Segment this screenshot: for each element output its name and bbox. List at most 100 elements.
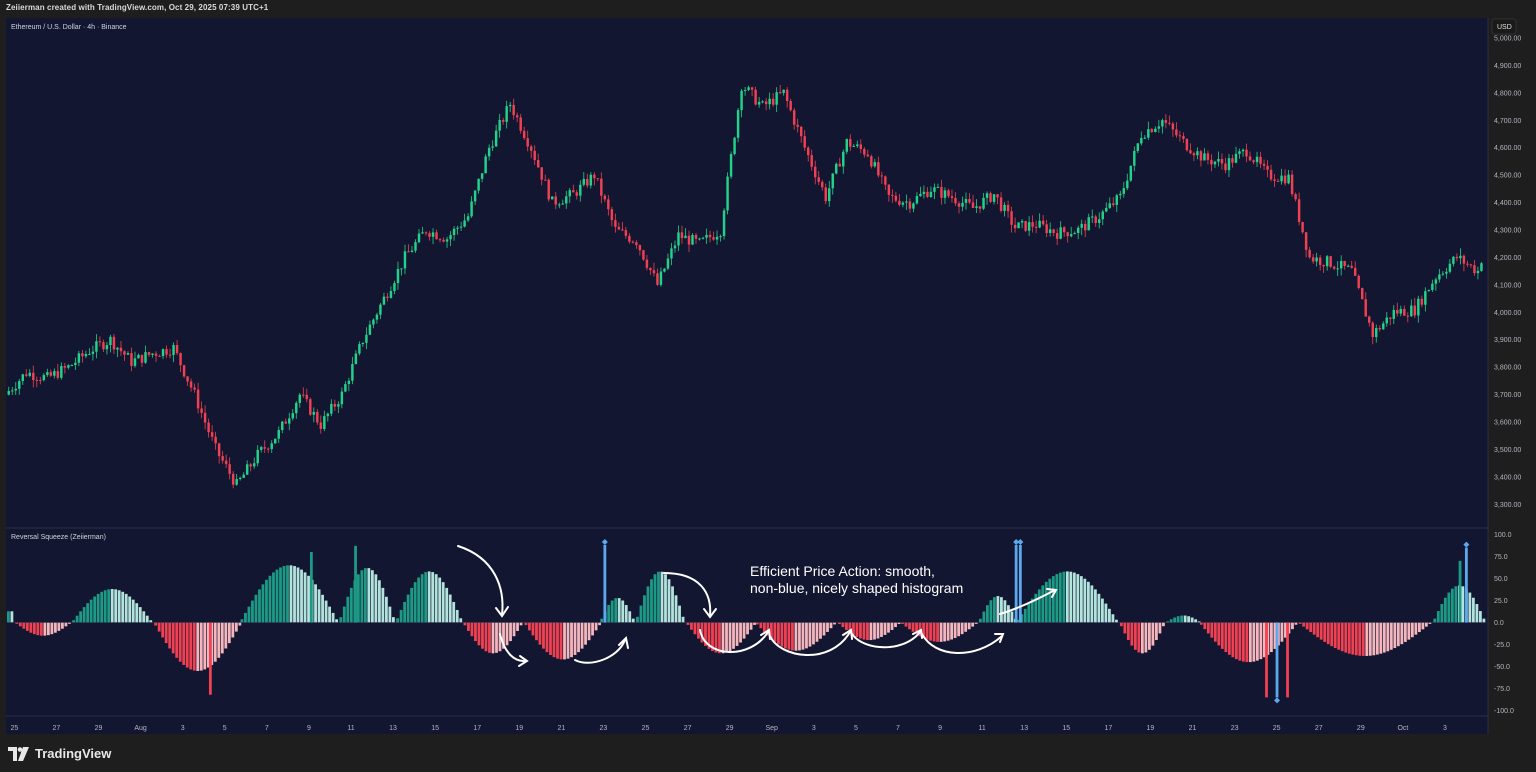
- histogram-bar: [1403, 622, 1407, 642]
- candle-body: [680, 232, 684, 239]
- candle-body: [400, 268, 403, 270]
- histogram-bar: [594, 622, 598, 631]
- candle-body: [715, 236, 719, 240]
- candle-body: [586, 178, 589, 186]
- histogram-spike: [309, 552, 313, 623]
- histogram-bar: [142, 611, 146, 623]
- histogram-bar: [838, 622, 841, 625]
- oscillator-tick-label: -75.0: [1494, 686, 1510, 693]
- candle-body: [242, 474, 245, 478]
- histogram-bar: [1270, 622, 1273, 653]
- histogram-bar: [100, 591, 104, 623]
- histogram-bar: [1194, 619, 1198, 623]
- candle-body: [568, 190, 572, 197]
- candle-body: [1311, 257, 1315, 262]
- histogram-bar: [1424, 622, 1428, 627]
- candle-body: [375, 314, 379, 320]
- price-tick-label: 3,400.00: [1494, 474, 1521, 481]
- candle-body: [1105, 207, 1108, 212]
- candle-body: [856, 144, 859, 147]
- histogram-bar: [1234, 622, 1238, 660]
- histogram-bar: [265, 579, 268, 623]
- candle-body: [1098, 219, 1101, 223]
- candle-body: [1136, 143, 1140, 151]
- histogram-bar: [1058, 572, 1062, 623]
- time-tick-label: 15: [431, 725, 439, 732]
- histogram-bar: [686, 622, 690, 625]
- candle-body: [600, 178, 603, 196]
- currency-badge[interactable]: [1491, 18, 1517, 35]
- histogram-bar: [1475, 604, 1479, 623]
- candle-body: [302, 394, 305, 396]
- candle-body: [950, 196, 954, 199]
- oscillator-tick-label: 0.0: [1494, 620, 1504, 627]
- candle-body: [421, 232, 424, 234]
- candle-body: [1034, 226, 1038, 228]
- candle-body: [428, 233, 431, 237]
- candle-body: [1220, 158, 1224, 164]
- candle-body: [158, 355, 161, 357]
- histogram-bar: [556, 622, 559, 659]
- time-tick-label: 21: [557, 725, 565, 732]
- candle-body: [1294, 194, 1297, 200]
- candle-body: [151, 353, 154, 355]
- candle-body: [200, 408, 203, 413]
- histogram-bar: [1010, 611, 1014, 623]
- histogram-bar: [1443, 597, 1447, 623]
- histogram-bar: [1344, 622, 1348, 653]
- price-tick-label: 3,800.00: [1494, 365, 1521, 372]
- histogram-bar: [890, 622, 894, 630]
- candle-body: [842, 151, 845, 167]
- histogram-bar: [427, 571, 431, 623]
- candle-body: [494, 130, 498, 147]
- histogram-bar: [261, 584, 265, 623]
- histogram-bar: [1368, 622, 1372, 656]
- histogram-bar: [971, 622, 975, 627]
- candle-body: [70, 365, 74, 367]
- histogram-bar: [240, 619, 244, 623]
- histogram-bar: [157, 622, 161, 632]
- histogram-bar: [1252, 622, 1256, 662]
- candle-body: [466, 216, 470, 221]
- candle-body: [487, 147, 491, 157]
- candle-body: [1462, 255, 1466, 264]
- histogram-bar: [1379, 622, 1383, 654]
- candle-body: [929, 191, 933, 197]
- candle-body: [1080, 223, 1083, 228]
- candle-body: [1413, 305, 1417, 316]
- histogram-bar: [406, 594, 410, 623]
- histogram-bar: [455, 609, 459, 623]
- candle-body: [344, 384, 347, 392]
- histogram-bar: [1037, 589, 1041, 623]
- candle-body: [596, 178, 600, 180]
- candle-body: [274, 438, 277, 444]
- histogram-bar: [559, 622, 563, 660]
- candle-body: [1224, 163, 1227, 171]
- histogram-bar: [714, 622, 718, 653]
- histogram-bar: [335, 619, 339, 623]
- chart-area[interactable]: 3,300.00 3,400.00 3,500.00 3,600.00 3,700.00…: [0, 18, 1536, 738]
- histogram-bar: [829, 622, 833, 629]
- histogram-bar: [1197, 621, 1201, 623]
- histogram-bar: [227, 622, 231, 644]
- candle-body: [1189, 150, 1192, 154]
- histogram-bar: [491, 622, 495, 654]
- candle-body: [631, 241, 635, 243]
- candle-body: [1164, 120, 1168, 123]
- histogram-bar: [636, 616, 639, 623]
- histogram-bar: [1023, 608, 1027, 623]
- histogram-bar: [1450, 588, 1454, 623]
- time-tick-label: 3: [1443, 725, 1447, 732]
- histogram-bar: [1210, 622, 1214, 638]
- histogram-bar: [1003, 600, 1007, 623]
- candle-body: [235, 479, 238, 485]
- candle-body: [175, 344, 179, 354]
- tradingview-logo[interactable]: TradingView: [8, 746, 111, 761]
- candle-body: [835, 163, 838, 174]
- histogram-bar: [307, 575, 310, 623]
- candle-body: [1168, 122, 1171, 124]
- histogram-bar: [481, 622, 484, 649]
- candle-body: [771, 98, 775, 105]
- candle-body: [238, 477, 242, 480]
- arrow-head: [994, 633, 1005, 643]
